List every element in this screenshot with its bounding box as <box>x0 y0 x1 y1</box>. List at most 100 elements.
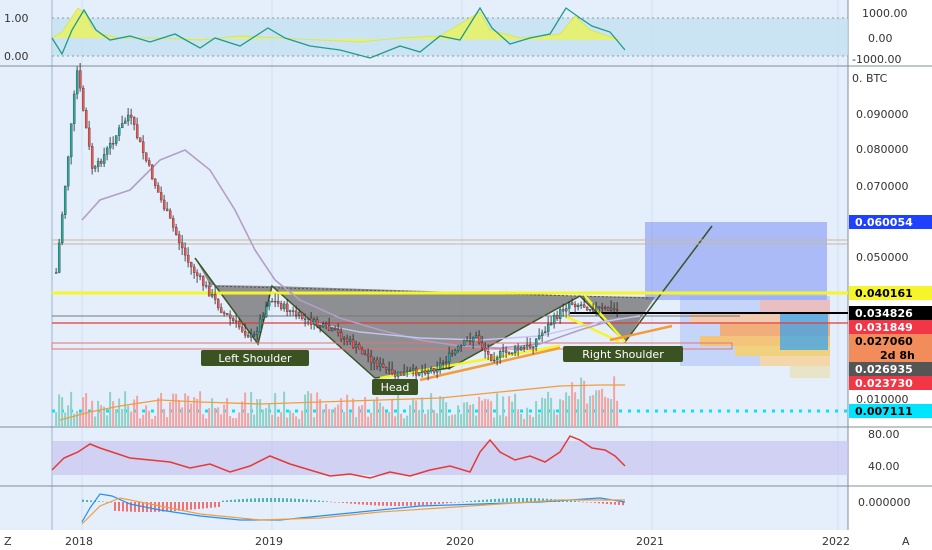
volume-bar <box>511 401 514 427</box>
candle <box>351 339 355 348</box>
volume-bar <box>109 391 112 427</box>
auto-scale-toggle[interactable]: A <box>902 535 910 548</box>
candle <box>573 304 577 308</box>
volume-bar <box>340 398 343 427</box>
volume-bar <box>316 392 319 427</box>
volume-bar <box>355 417 358 427</box>
top-right-tick-1000: 1000.00 <box>862 7 908 20</box>
candle <box>54 272 58 274</box>
macd-histogram-bar <box>494 498 496 502</box>
price-scale-background <box>848 0 932 550</box>
volume-bar <box>352 398 355 427</box>
volume-bar <box>442 397 445 427</box>
right-price-scale[interactable]: 1000.00 0.00 -1000.00 0. BTC 0.090000 0.… <box>852 7 911 509</box>
candle <box>396 371 400 377</box>
macd-histogram-bar <box>386 502 388 506</box>
volume-bar <box>463 402 466 427</box>
candle <box>342 337 346 340</box>
volume-bar <box>187 395 190 427</box>
volume-bar <box>124 391 127 427</box>
volume-bar <box>97 400 100 427</box>
macd-histogram-bar <box>110 502 112 503</box>
macd-histogram-bar <box>158 502 160 512</box>
volume-bar <box>106 415 109 427</box>
candle <box>105 147 109 155</box>
volume-bar <box>595 390 598 427</box>
volume-bar <box>382 406 385 427</box>
volume-bar <box>190 403 193 427</box>
volume-bar <box>103 406 106 427</box>
volume-bar <box>478 396 481 427</box>
volume-bar <box>520 413 523 427</box>
price-tag-label: 0.027060 <box>855 335 913 348</box>
macd-histogram-bar <box>310 499 312 502</box>
candle <box>168 210 172 219</box>
candle <box>111 142 115 145</box>
volume-bar <box>133 399 136 427</box>
macd-histogram-bar <box>218 502 220 507</box>
yellow-trend-line <box>379 344 561 380</box>
volume-bar <box>136 395 139 427</box>
volume-bar <box>469 404 472 427</box>
macd-histogram-bar <box>446 502 448 504</box>
macd-histogram-bar <box>466 501 468 502</box>
macd-histogram-bar <box>458 502 460 503</box>
macd-histogram-bar <box>486 499 488 502</box>
volume-bar <box>484 398 487 427</box>
candle <box>264 305 268 318</box>
macd-histogram-bar <box>610 502 612 505</box>
volume-bar <box>160 392 163 427</box>
macd-histogram-bar <box>82 499 84 502</box>
candle <box>453 350 457 355</box>
candle <box>480 342 484 349</box>
volume-bar <box>94 416 97 427</box>
candle <box>498 351 502 358</box>
candle <box>189 262 193 268</box>
candle <box>195 272 199 276</box>
candle <box>546 324 550 332</box>
volume-bar <box>232 418 235 427</box>
volume-bar <box>349 412 352 427</box>
volume-bar <box>604 396 607 427</box>
candle <box>378 363 382 367</box>
macd-histogram-bar <box>286 498 288 502</box>
candle <box>261 316 265 320</box>
macd-histogram-bar <box>402 502 404 506</box>
candle <box>141 141 145 153</box>
macd-histogram-bar <box>358 502 360 505</box>
timezone-toggle[interactable]: Z <box>4 535 12 548</box>
candle <box>429 368 433 372</box>
volume-bar <box>169 402 172 427</box>
price-tag-bg <box>849 286 932 300</box>
volume-bar <box>601 388 604 427</box>
volume-bar <box>472 404 475 427</box>
macd-histogram-bar <box>114 502 116 511</box>
volume-bar <box>121 408 124 427</box>
time-scale[interactable]: Z 2018 2019 2020 2021 2022 A <box>4 535 910 548</box>
macd-histogram-bar <box>422 502 424 506</box>
volume-bar <box>562 400 565 427</box>
macd-signal-line <box>81 497 625 525</box>
volume-bar <box>118 398 121 427</box>
volume-bar <box>199 391 202 427</box>
volume-bar <box>448 415 451 427</box>
volume-bar <box>55 412 58 427</box>
macd-histogram-bar <box>318 500 320 502</box>
volume-bar <box>364 396 367 427</box>
macd-histogram-bar <box>194 502 196 510</box>
volume-bar <box>460 414 463 427</box>
volume-bar <box>367 416 370 427</box>
volume-bar <box>322 409 325 427</box>
candle <box>288 310 292 312</box>
candle <box>222 312 226 314</box>
yellow-retrace-line <box>584 295 626 343</box>
volume-bar <box>244 392 247 427</box>
volume-bar <box>547 391 550 427</box>
time-tick-2021: 2021 <box>636 535 664 548</box>
macd-histogram-bar <box>190 502 192 510</box>
candle <box>360 348 364 355</box>
candle <box>285 303 289 312</box>
candle <box>402 371 406 376</box>
volume-bar <box>493 417 496 427</box>
